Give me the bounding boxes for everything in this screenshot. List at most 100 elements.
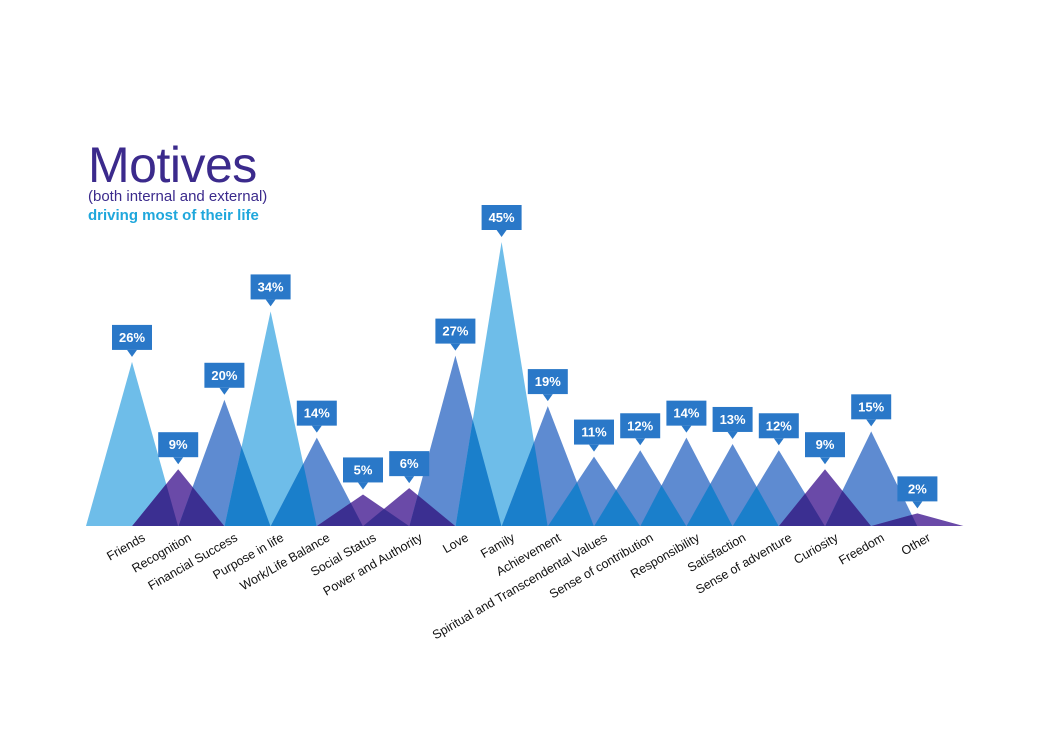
category-label: Other [899, 530, 933, 558]
value-label: 34% [258, 279, 284, 294]
overlap-12 [686, 483, 733, 526]
value-callout-1: 9% [158, 432, 199, 465]
chart-subtitle: (both internal and external) [88, 188, 268, 205]
callout-box [758, 413, 799, 439]
value-label: 5% [354, 462, 373, 477]
peak-0 [86, 361, 178, 526]
value-label: 12% [766, 418, 792, 433]
callout-pointer [450, 343, 461, 351]
chart-title: Motives [88, 137, 257, 193]
callout-pointer [635, 438, 646, 446]
callout-box [527, 369, 568, 395]
callout-pointer [589, 444, 599, 452]
value-label: 13% [720, 412, 746, 427]
callout-box [250, 274, 291, 300]
callout-box [389, 451, 430, 477]
value-label: 27% [442, 324, 468, 339]
callout-box [897, 476, 938, 502]
value-callout-16: 15% [851, 394, 892, 427]
value-label: 19% [535, 374, 561, 389]
overlap-13 [732, 486, 779, 526]
value-callout-10: 11% [574, 419, 614, 452]
value-label: 20% [211, 368, 237, 383]
callout-box [805, 432, 845, 458]
overlap-9 [548, 482, 594, 526]
value-callout-2: 20% [204, 362, 245, 395]
overlap-2 [224, 446, 271, 526]
overlap-1 [178, 486, 225, 526]
callout-pointer [727, 431, 738, 439]
callout-box [296, 400, 337, 426]
callout-box [666, 400, 707, 426]
value-callout-9: 19% [527, 369, 568, 402]
value-callout-13: 13% [712, 406, 753, 439]
value-callout-7: 27% [435, 318, 476, 351]
callout-pointer [773, 438, 784, 446]
value-callout-12: 14% [666, 400, 707, 433]
callouts-layer: 26% 9% 20% 34% 14% 5% 6% 27% 45% 19% 11% 12% 14% 13% 1… [112, 205, 938, 509]
value-label: 9% [816, 437, 835, 452]
callout-pointer [542, 394, 553, 402]
callout-pointer [127, 349, 137, 357]
callout-pointer [358, 482, 368, 490]
overlap-layer [132, 419, 918, 526]
overlap-5 [363, 508, 409, 526]
callout-box [343, 457, 383, 483]
overlap-10 [594, 489, 640, 526]
callout-pointer [265, 299, 276, 307]
category-label: Freedom [836, 530, 886, 567]
overlap-8 [501, 442, 548, 526]
callout-box [158, 432, 199, 458]
value-label: 11% [581, 425, 607, 440]
value-callout-15: 9% [805, 432, 845, 465]
callout-box [574, 419, 614, 445]
value-callout-0: 26% [112, 324, 152, 357]
value-callout-11: 12% [620, 413, 661, 446]
overlap-0 [132, 483, 178, 526]
value-callout-3: 34% [250, 274, 291, 307]
value-callout-8: 45% [481, 205, 522, 237]
callout-pointer [681, 425, 692, 433]
value-label: 9% [169, 437, 188, 452]
callout-pointer [173, 457, 184, 465]
value-label: 14% [673, 406, 699, 421]
value-callout-5: 5% [343, 457, 383, 490]
overlap-16 [871, 514, 918, 526]
callout-box [481, 205, 522, 230]
callout-pointer [820, 457, 830, 465]
value-callout-6: 6% [389, 451, 430, 484]
chart-title-block: Motives (both internal and external) dri… [88, 140, 267, 225]
callout-pointer [912, 501, 923, 509]
overlap-15 [825, 490, 871, 526]
overlap-4 [317, 502, 363, 526]
value-label: 12% [627, 418, 653, 433]
value-label: 2% [908, 481, 927, 496]
callout-pointer [404, 476, 415, 484]
callout-box [204, 362, 245, 388]
callout-pointer [866, 419, 877, 427]
value-label: 26% [119, 330, 145, 345]
category-label: Curiosity [791, 530, 841, 567]
overlap-6 [409, 495, 456, 526]
callout-box [620, 413, 661, 439]
callout-box [712, 406, 753, 432]
value-callout-14: 12% [758, 413, 799, 446]
callout-box [435, 318, 476, 344]
overlap-11 [640, 485, 687, 526]
callout-pointer [496, 230, 507, 237]
callout-pointer [311, 425, 322, 433]
value-label: 14% [304, 406, 330, 421]
callout-box [112, 324, 152, 350]
value-label: 15% [858, 399, 884, 414]
overlap-14 [779, 493, 825, 526]
overlap-7 [455, 419, 502, 526]
category-label: Love [440, 530, 471, 556]
overlap-3 [270, 463, 317, 526]
value-label: 6% [400, 456, 419, 471]
value-label: 45% [489, 210, 515, 225]
chart-subtitle-highlight: driving most of their life [88, 207, 259, 224]
value-callout-17: 2% [897, 476, 938, 509]
value-callout-4: 14% [296, 400, 337, 433]
